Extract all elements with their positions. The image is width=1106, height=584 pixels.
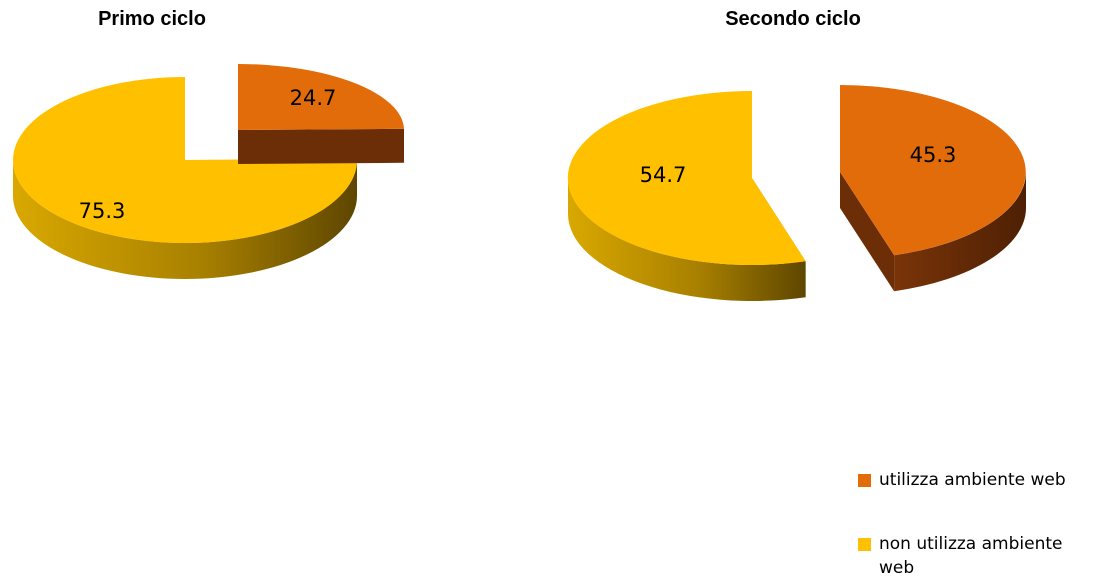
slice-utilizza-primo-cut-face (238, 128, 404, 164)
legend-swatch-yellow (858, 538, 871, 551)
slice-non-utilizza-primo-top (13, 77, 358, 243)
legend: utilizza ambiente web non utilizza ambie… (858, 468, 1098, 580)
slice-utilizza-primo-data-label: 24.7 (290, 86, 337, 110)
chart-title-primo-ciclo: Primo ciclo (98, 8, 206, 30)
chart-title-secondo-ciclo: Secondo ciclo (725, 8, 861, 30)
slice-non-utilizza-secondo-top (567, 90, 806, 265)
slice-non-utilizza-secondo-data-label: 54.7 (640, 163, 687, 187)
legend-label: utilizza ambiente web (879, 470, 1066, 490)
legend-item-utilizza: utilizza ambiente web (858, 468, 1098, 492)
legend-item-non-utilizza: non utilizza ambiente web (858, 532, 1098, 580)
slice-utilizza-secondo-side (894, 172, 1026, 292)
legend-swatch-orange (858, 474, 871, 487)
slice-non-utilizza-secondo-side (568, 178, 806, 301)
slice-utilizza-primo-top (238, 63, 404, 130)
legend-label: non utilizza ambiente web (879, 534, 1063, 578)
slice-non-utilizza-primo-side (13, 160, 357, 279)
slice-utilizza-secondo-cut-face (840, 172, 895, 292)
slice-non-utilizza-primo-data-label: 75.3 (79, 199, 126, 223)
slice-utilizza-secondo-top (840, 85, 1026, 256)
slice-utilizza-secondo-data-label: 45.3 (910, 143, 957, 167)
